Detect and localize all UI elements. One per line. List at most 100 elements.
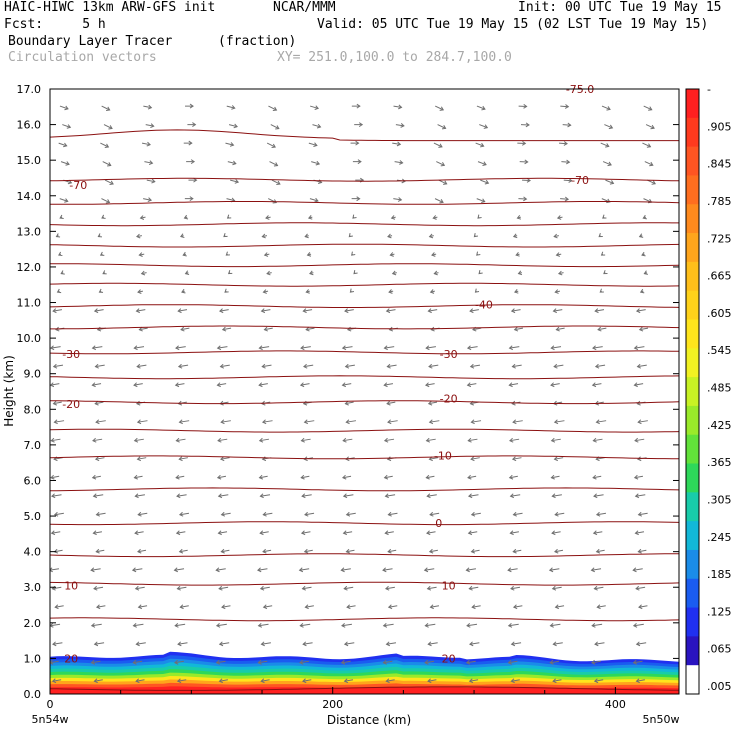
circulation-vector [271, 179, 281, 185]
circulation-vector [102, 161, 111, 166]
colorbar-swatch [686, 175, 699, 205]
colorbar-label: .185 [707, 568, 732, 581]
colorbar-swatch [686, 204, 699, 234]
vector-head [341, 622, 346, 628]
vector-head [470, 456, 475, 462]
y-tick-label: 17.0 [17, 83, 42, 96]
vector-head [427, 641, 432, 647]
vector-head [525, 122, 530, 128]
vector-head [424, 622, 429, 628]
vector-head [428, 548, 434, 554]
circulation-vector [133, 660, 143, 664]
circulation-vector [227, 161, 236, 165]
contour-label: -70 [571, 174, 589, 187]
x-tick-label: 200 [322, 698, 343, 711]
vector-head [568, 178, 573, 183]
circulation-vector [509, 438, 520, 442]
vector-head [90, 567, 95, 573]
vector-head [176, 678, 182, 684]
circulation-vector [346, 549, 355, 553]
colorbar-swatch [686, 521, 699, 551]
circulation-vector [388, 605, 398, 608]
circulation-vector [62, 124, 71, 128]
vector-head [135, 678, 140, 684]
vector-head [304, 604, 309, 610]
vector-head [523, 103, 528, 109]
vector-head [385, 585, 390, 591]
circulation-vector [136, 309, 146, 312]
circulation-vector [344, 586, 354, 590]
y-tick-label: 7.0 [24, 439, 42, 452]
vector-head [387, 548, 392, 554]
vector-head [608, 124, 614, 130]
vector-head [66, 124, 72, 129]
vector-head [438, 143, 443, 148]
field-units: (fraction) [218, 34, 297, 49]
vector-head [599, 288, 604, 293]
circulation-vector [299, 568, 310, 571]
vector-head [646, 143, 652, 148]
vector-head [524, 159, 529, 165]
vector-head [261, 419, 267, 425]
circulation-vector [260, 494, 271, 497]
circulation-vector [596, 549, 605, 553]
circulation-vector [96, 605, 106, 608]
circulation-vector [472, 327, 482, 331]
colorbar-label: .905 [707, 120, 732, 133]
vector-head [217, 493, 223, 499]
vector-head [509, 493, 515, 499]
circulation-vector [475, 142, 484, 147]
circulation-vector [259, 383, 268, 386]
vector-head [554, 511, 559, 517]
vector-head [596, 604, 601, 610]
vector-head [343, 678, 349, 684]
temperature-contour [50, 428, 679, 433]
vector-head [173, 567, 179, 573]
colorbar-label: .605 [707, 307, 732, 320]
circulation-vector [553, 309, 563, 312]
circulation-vector [604, 124, 613, 129]
circulation-vector [467, 383, 477, 386]
circulation-vector [634, 438, 645, 442]
circulation-vector [382, 568, 393, 571]
circulation-vector [384, 346, 395, 349]
temperature-contour [50, 222, 679, 227]
vector-head [307, 215, 313, 220]
contour-label: -30 [440, 348, 458, 361]
vector-head [174, 382, 180, 388]
circulation-vector [633, 568, 643, 571]
colorbar-swatch [686, 377, 699, 407]
vector-head [484, 179, 490, 185]
vector-head [258, 345, 263, 351]
circulation-vector [146, 179, 155, 183]
vector-head [101, 214, 106, 219]
circulation-vector [180, 327, 190, 331]
circulation-vector [385, 531, 394, 534]
vector-head [425, 345, 430, 351]
vector-head [190, 159, 196, 165]
y-tick-label: 10.0 [17, 332, 42, 345]
vector-head [634, 493, 640, 499]
vector-head [607, 161, 612, 167]
vector-head [651, 180, 656, 185]
vector-head [603, 270, 608, 275]
vector-head [262, 548, 267, 554]
circulation-vector [469, 642, 480, 645]
vector-head [430, 326, 435, 332]
vector-head [342, 493, 348, 499]
vector-head [466, 622, 471, 628]
vector-head [427, 678, 432, 684]
circulation-vector [466, 623, 478, 627]
circulation-vector [467, 346, 478, 349]
colorbar-label: .065 [707, 643, 732, 656]
vector-head [90, 622, 96, 628]
circulation-vector [133, 623, 144, 627]
circulation-vector [219, 642, 230, 645]
vector-head [174, 622, 179, 628]
vector-head [192, 122, 197, 128]
y-tick-label: 1.0 [24, 652, 42, 665]
circulation-vector [424, 568, 435, 571]
circulation-vector [638, 420, 648, 423]
circulation-vector [556, 327, 565, 331]
circulation-vector [594, 642, 605, 645]
